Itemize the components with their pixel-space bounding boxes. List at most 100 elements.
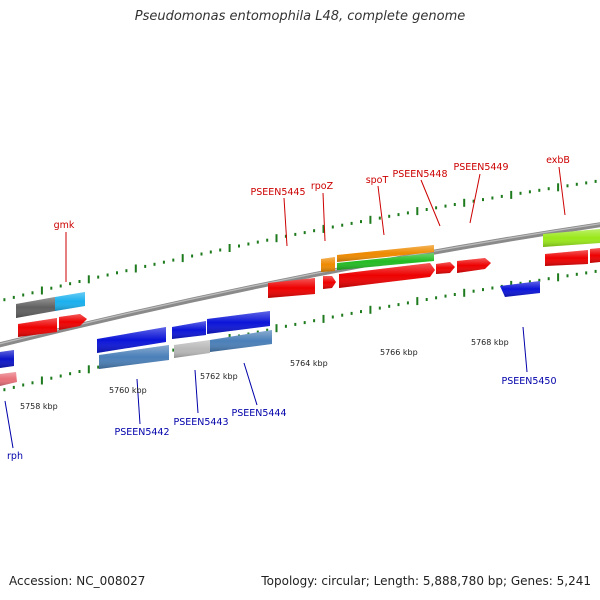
tick-mark <box>388 214 391 218</box>
tick-mark <box>416 207 419 216</box>
tick-mark <box>547 187 550 191</box>
tick-mark <box>482 288 484 292</box>
feature-shading <box>268 278 315 298</box>
tick-mark <box>40 286 43 295</box>
tick-mark <box>12 295 15 299</box>
tick-mark <box>482 198 484 202</box>
tick-mark <box>3 388 6 392</box>
feature-shading <box>99 345 169 369</box>
tick-mark <box>341 223 344 227</box>
tick-mark <box>134 264 137 273</box>
tick-mark <box>585 181 588 185</box>
tick-mark <box>97 365 100 369</box>
tick-mark <box>106 273 109 277</box>
tick-mark <box>78 280 81 283</box>
tick-mark <box>538 278 541 282</box>
tick-mark <box>528 190 531 194</box>
tick-mark <box>31 381 34 385</box>
tick-mark <box>510 190 513 199</box>
gene-label-forward[interactable]: spoT <box>366 175 389 186</box>
tick-mark <box>360 310 362 314</box>
gene-leader-lines <box>4 166 566 449</box>
tick-mark <box>200 252 203 256</box>
tick-mark <box>303 231 306 235</box>
tick-mark <box>472 289 475 293</box>
tick-mark <box>425 208 428 211</box>
tick-mark <box>557 273 560 282</box>
feature-shading <box>0 350 14 368</box>
tick-mark <box>444 294 447 298</box>
gene-label-forward[interactable]: rpoZ <box>311 181 334 192</box>
tick-mark <box>284 324 287 328</box>
gene-label-forward[interactable]: gmk <box>54 220 75 231</box>
gene-label-reverse[interactable]: PSEEN5444 <box>231 408 286 419</box>
tick-mark <box>78 370 81 373</box>
gene-label-reverse[interactable]: rph <box>7 451 23 462</box>
tick-mark <box>519 191 522 195</box>
tick-mark <box>360 220 362 224</box>
tick-mark <box>219 248 222 252</box>
feature-shading <box>543 229 600 247</box>
tick-label: 5758 kbp <box>20 402 58 411</box>
tick-label: 5760 kbp <box>109 386 147 395</box>
feature-shading <box>0 372 17 386</box>
tick-mark <box>500 194 503 198</box>
tick-mark <box>585 271 588 275</box>
tick-label: 5764 kbp <box>290 359 328 368</box>
tick-mark <box>162 260 165 264</box>
tick-mark <box>116 271 118 275</box>
tick-mark <box>406 211 409 215</box>
tick-mark <box>453 293 456 296</box>
tick-mark <box>125 269 128 273</box>
tick-mark <box>472 199 475 203</box>
tick-mark <box>31 291 34 295</box>
gene-label-forward[interactable]: exbB <box>546 155 570 166</box>
genome-summary-text: Topology: circular; Length: 5,888,780 bp… <box>261 574 591 588</box>
tick-mark <box>547 277 550 281</box>
tick-mark <box>341 313 344 317</box>
tick-mark <box>50 376 53 380</box>
feature-shading <box>436 262 455 274</box>
gene-label-reverse[interactable]: PSEEN5443 <box>173 417 228 428</box>
tick-mark <box>153 262 156 266</box>
gene-label-forward[interactable]: PSEEN5449 <box>453 162 508 173</box>
tick-mark <box>397 303 400 307</box>
tick-mark <box>369 215 372 224</box>
feature-shading <box>97 327 166 353</box>
feature-shading <box>337 253 434 270</box>
tick-mark <box>463 198 466 207</box>
tick-mark <box>575 272 578 276</box>
tick-mark <box>453 203 456 206</box>
tick-mark <box>247 242 250 246</box>
tick-mark <box>3 298 6 302</box>
accession-text: Accession: NC_008027 <box>9 574 146 588</box>
feature-shading <box>545 250 588 266</box>
tick-mark <box>594 179 597 183</box>
feature-shading <box>59 314 87 330</box>
feature-shading <box>16 297 55 318</box>
tick-mark <box>378 306 381 310</box>
tick-mark <box>50 286 53 290</box>
tick-mark <box>59 374 62 378</box>
tick-mark <box>294 232 297 236</box>
gene-label-forward[interactable]: PSEEN5445 <box>250 187 305 198</box>
gene-labels: gmk PSEEN5445 rpoZ spoT PSEEN5448 PSEEN5… <box>7 155 570 462</box>
feature-shading <box>55 292 85 311</box>
tick-mark <box>256 330 259 334</box>
tick-mark <box>538 188 541 192</box>
tick-mark <box>369 305 372 314</box>
feature-shading <box>172 321 206 339</box>
tick-mark <box>435 206 438 210</box>
tick-mark <box>144 264 147 268</box>
tick-mark <box>425 298 428 301</box>
tick-mark <box>181 254 184 263</box>
gene-label-reverse[interactable]: PSEEN5450 <box>501 376 556 387</box>
gene-label-forward[interactable]: PSEEN5448 <box>392 169 447 180</box>
gene-label-reverse[interactable]: PSEEN5442 <box>114 427 169 438</box>
tick-mark <box>435 296 438 300</box>
tick-mark <box>594 269 597 273</box>
tick-mark <box>406 301 409 305</box>
tick-mark <box>322 224 325 233</box>
tick-mark <box>172 258 175 262</box>
